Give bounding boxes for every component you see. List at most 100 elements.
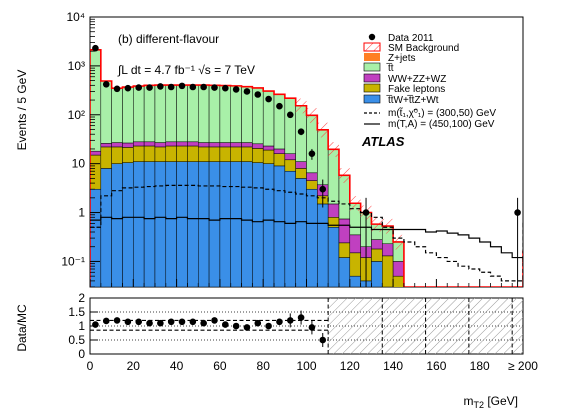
stack-bar-diboson: [198, 142, 210, 148]
stack-bar-diboson: [100, 143, 112, 148]
stack-bar-tt: [133, 86, 145, 143]
legend-diboson-label: WW+ZZ+WZ: [388, 74, 446, 85]
data-point: [102, 81, 110, 88]
stack-bar-ttv: [208, 161, 221, 287]
x-tick-label: 0: [87, 359, 94, 373]
ratio-point: [189, 318, 197, 326]
stack-bar-fake: [208, 146, 221, 162]
legend: Data 2011 SM Background Z+jets t̅t WW+ZZ…: [363, 33, 496, 130]
stack-bar-ttv: [111, 163, 123, 287]
stack-bar-tt: [187, 84, 199, 143]
stack-bar-diboson: [338, 218, 351, 244]
data-point: [286, 111, 294, 119]
stack-bar-ttv: [143, 161, 156, 287]
ratio-point: [167, 318, 175, 326]
main-axes: 0 20 40 60 80 100 120 140 160 180 ≥ 20010⁻¹11010²1…: [61, 10, 538, 373]
stack-bar-tt: [219, 85, 231, 143]
stack-bar-fake: [198, 146, 210, 162]
stack-bar-tt: [273, 94, 286, 150]
legend-ttv-swatch: [363, 94, 381, 104]
ratio-point: [200, 319, 207, 327]
stack-bar-tt: [100, 80, 112, 144]
y-tick-label: 10³: [68, 59, 85, 73]
data-point: [308, 150, 316, 157]
x-axis-label: mT2 [GeV]: [463, 394, 518, 410]
data-point: [265, 95, 272, 103]
stack-bar-tt: [198, 84, 210, 143]
stack-bar-fake: [392, 275, 405, 287]
stack-bar-tt: [90, 49, 102, 152]
data-point: [113, 85, 121, 93]
data-point: [157, 83, 164, 90]
stack-bar-ttv: [100, 168, 112, 287]
stack-bar-tt: [165, 84, 177, 143]
stack-bar-tt: [154, 84, 167, 143]
stack-bar-diboson: [90, 150, 102, 156]
stack-bar-diboson: [273, 148, 286, 154]
stack-bar-fake: [111, 146, 123, 164]
stack-bar-diboson: [187, 141, 199, 147]
y-tick-label: 10²: [68, 108, 85, 122]
y-tick-label: 10⁴: [66, 10, 85, 24]
x-tick-label: 120: [340, 359, 360, 373]
stack-bar-diboson: [252, 143, 264, 149]
stack-bar-diboson: [371, 239, 383, 250]
stack-bar-tt: [176, 84, 188, 143]
x-tick-label: 40: [170, 359, 184, 373]
stack-bar-diboson: [382, 243, 394, 257]
stack-bar-fake: [371, 248, 383, 262]
sm-uncertainty-bin: [523, 244, 534, 259]
ratio-point: [254, 319, 262, 327]
stack-bar-diboson: [327, 203, 340, 218]
stack-bar-fake: [187, 145, 199, 162]
stack-bar-fake: [165, 145, 177, 162]
legend-zjets-label: Z+jets: [388, 53, 416, 64]
legend-data-marker: [368, 33, 376, 41]
x-tick-label: 60: [213, 359, 227, 373]
stack-bar-ttv: [371, 261, 383, 287]
stack-bar-diboson: [111, 142, 123, 148]
data-point: [167, 83, 175, 91]
luminosity-label: ∫L dt = 4.7 fb⁻¹ √s = 7 TeV: [117, 63, 255, 77]
signal-1-curve: [90, 184, 523, 282]
stack-bar-ttv: [273, 165, 286, 287]
x-tick-label: 140: [383, 359, 403, 373]
stack-bar-ttv: [241, 161, 253, 287]
stack-bar-diboson: [349, 234, 361, 254]
stack-bar-ttv: [252, 162, 264, 287]
stack-bar-fake: [219, 146, 231, 162]
stack-bar-tt: [111, 88, 123, 143]
x-tick-label: 180: [470, 359, 490, 373]
data-point: [189, 83, 197, 91]
stack-bar-fake: [230, 146, 242, 162]
ratio-point: [243, 324, 251, 331]
ratio-point: [178, 318, 186, 326]
stack-bar-diboson: [154, 142, 167, 148]
stack-bar-tt: [241, 86, 253, 143]
stack-bar-ttv: [230, 161, 242, 287]
stack-bar-diboson: [284, 153, 296, 161]
signal-curves: [90, 184, 523, 282]
ratio-point: [297, 314, 305, 321]
ratio-point: [157, 319, 164, 327]
stack-bar-tt: [122, 86, 134, 144]
stack-bar-diboson: [392, 261, 405, 277]
stack-bar-diboson: [522, 259, 523, 267]
stack-bar-fake: [133, 145, 145, 162]
stack-bar-tt: [230, 85, 242, 143]
legend-data-label: Data 2011: [388, 33, 434, 44]
ratio-y-tick-label: 0: [78, 347, 85, 361]
stack-bar-ttv: [198, 161, 210, 287]
stack-bar-diboson: [295, 161, 307, 169]
stack-bar-ttv: [165, 161, 177, 287]
x-tick-label: 80: [257, 359, 271, 373]
x-tick-label: ≥ 200: [508, 359, 538, 373]
data-point: [124, 84, 132, 92]
stack-bar-fake: [262, 149, 275, 164]
stack-bar-fake: [100, 146, 112, 169]
stack-bar-fake: [284, 159, 296, 172]
ratio-point: [222, 321, 229, 328]
stack-bar-diboson: [176, 141, 188, 147]
data-point: [297, 128, 305, 136]
